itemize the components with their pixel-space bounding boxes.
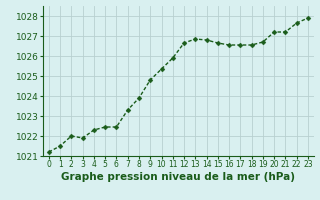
X-axis label: Graphe pression niveau de la mer (hPa): Graphe pression niveau de la mer (hPa) bbox=[61, 172, 295, 182]
